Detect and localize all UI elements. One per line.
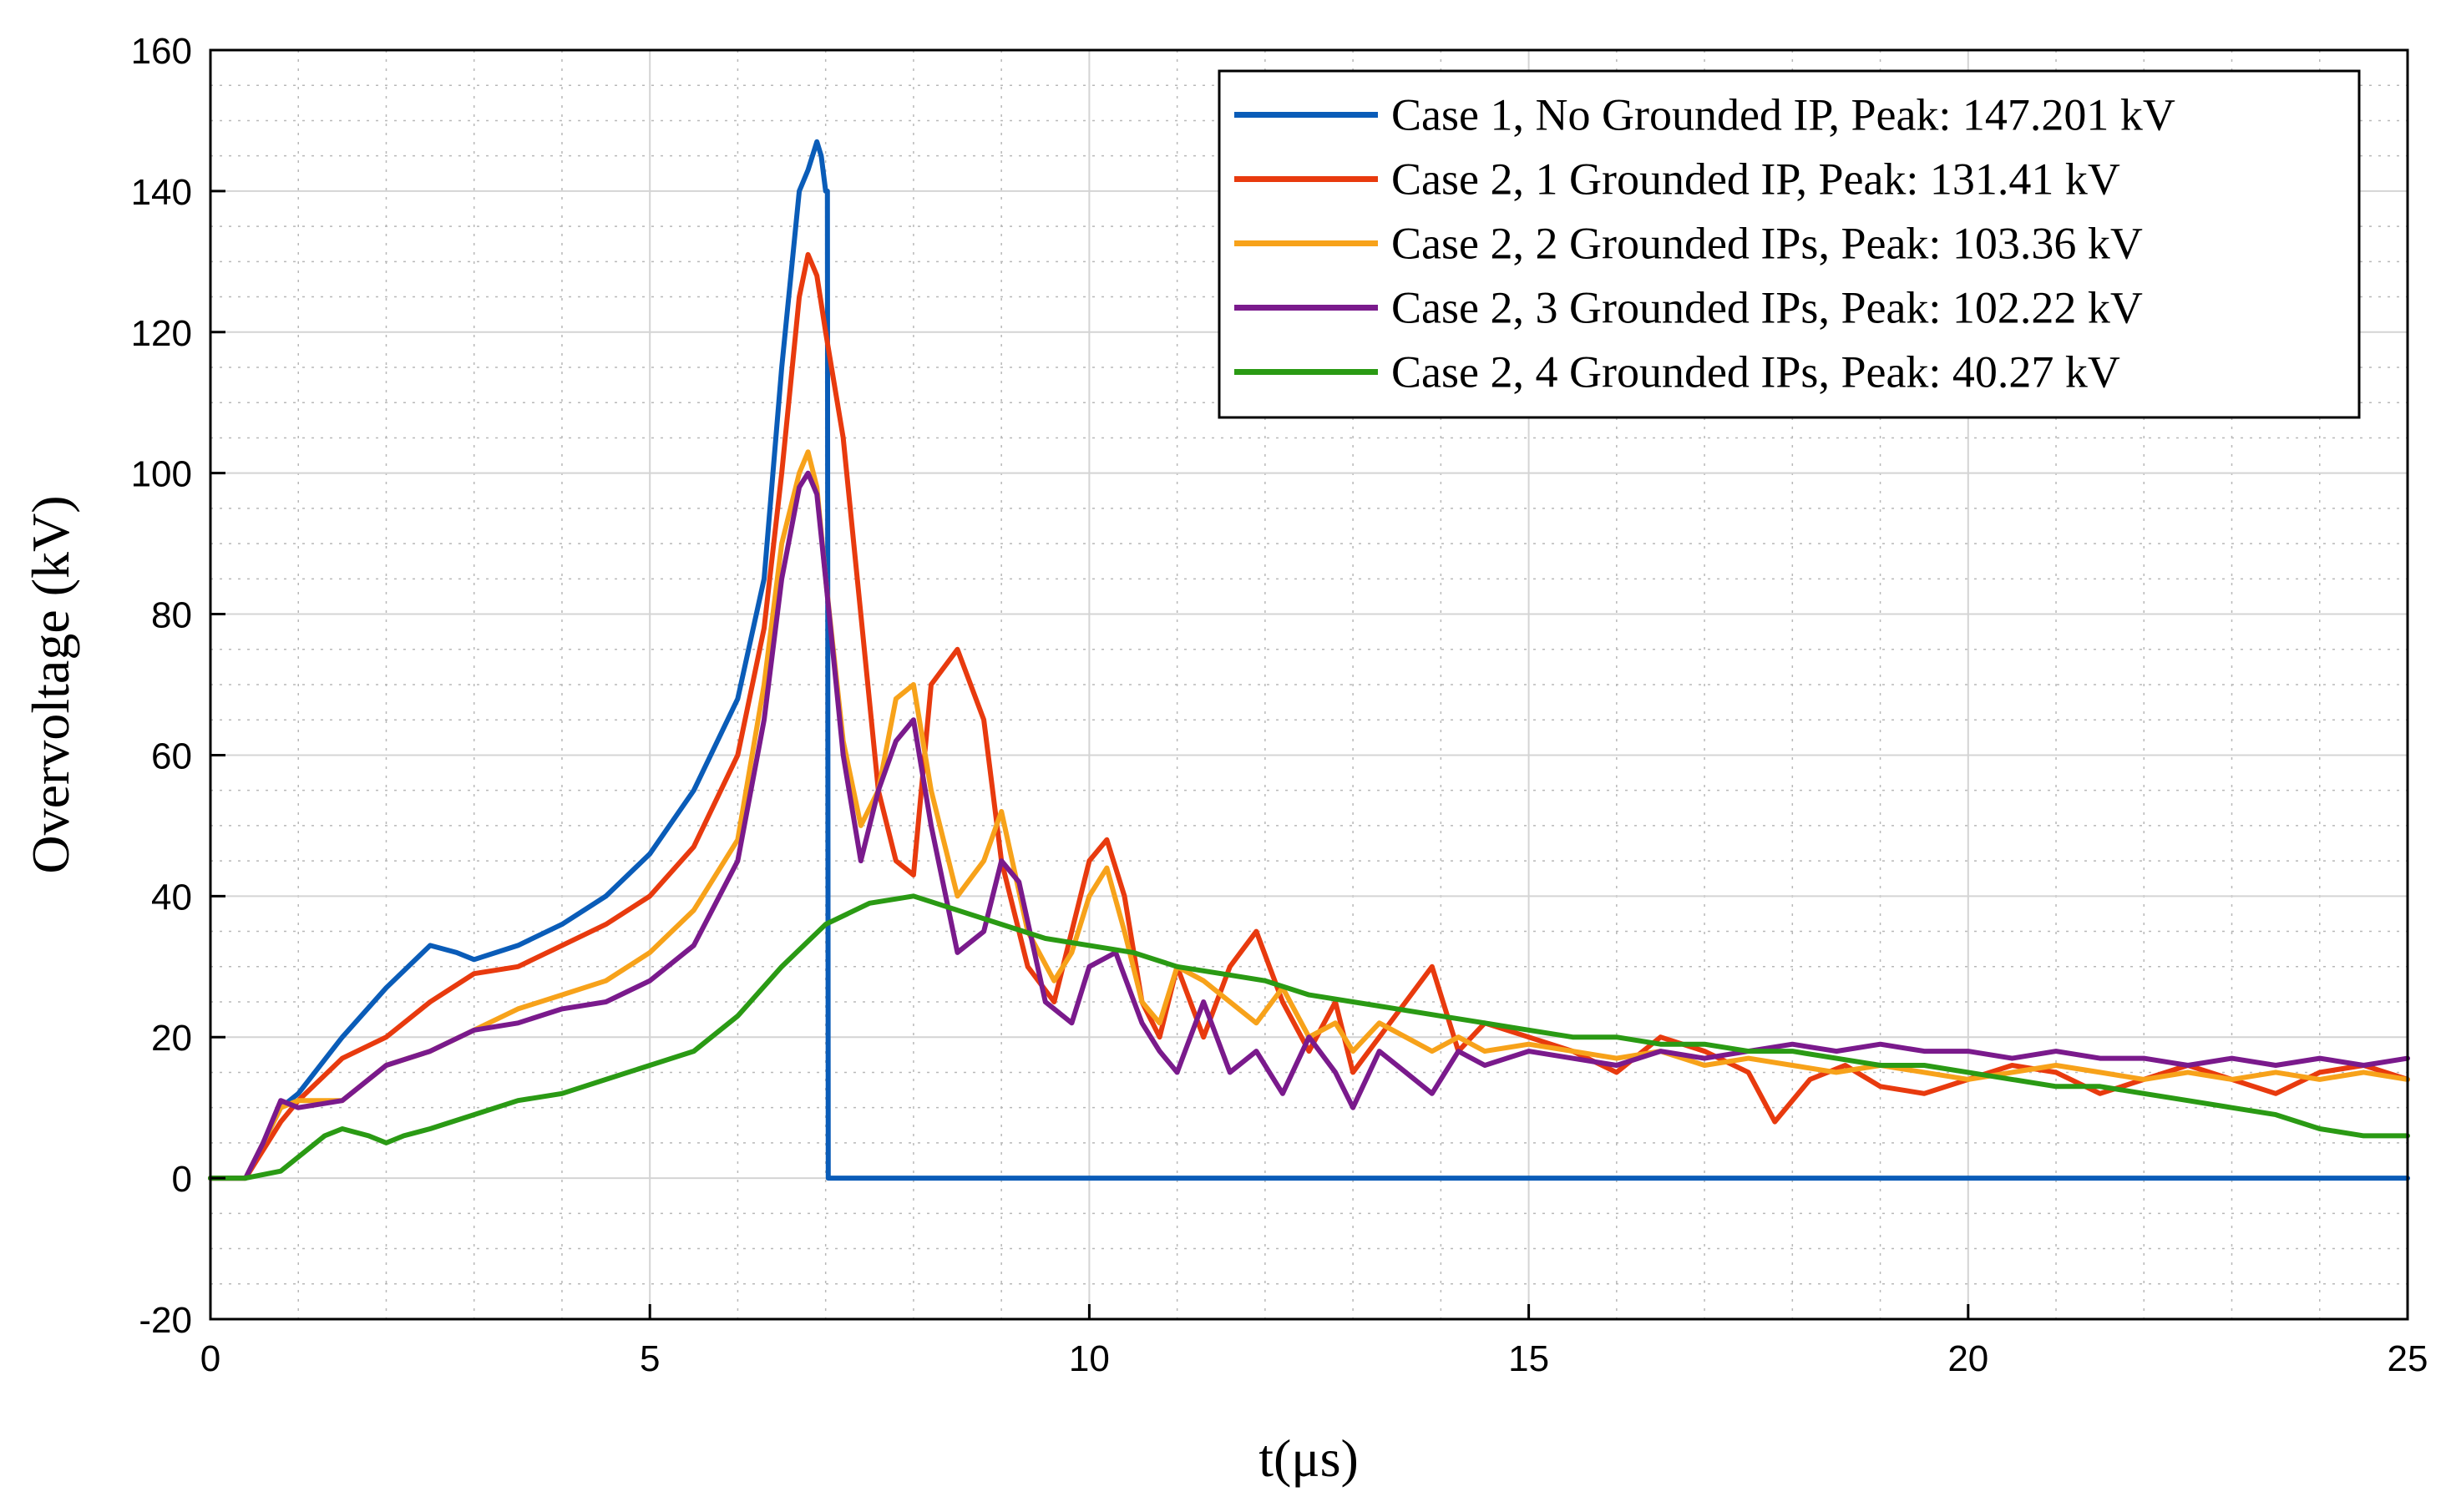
series-line-5 [208,893,2410,1181]
legend-box [1218,69,2361,419]
x-tick-label: 20 [1947,1338,1988,1379]
y-tick-label: 40 [151,877,192,918]
plot-frame [209,48,2409,1321]
y-tick-label: -20 [139,1300,192,1341]
y-tick-label: 20 [151,1018,192,1059]
series-line-4 [208,470,2410,1181]
y-tick-label: 0 [172,1159,192,1200]
y-tick-label: 100 [131,454,192,495]
y-axis-ticks: -20 0 20 40 60 80 100 120 140 160 [131,31,225,1341]
y-tick-label: 80 [151,595,192,636]
y-axis-title: Overvoltage (kV) [21,495,80,873]
x-axis-ticks: 0 5 10 15 20 25 [200,1304,2428,1379]
series-lines [208,139,2410,1181]
legend-label: Case 2, 4 Grounded IPs, Peak: 40.27 kV [1391,347,2120,397]
y-tick-label: 140 [131,172,192,213]
x-tick-label: 25 [2388,1338,2428,1379]
legend: Case 1, No Grounded IP, Peak: 147.201 kV… [1218,69,2361,419]
x-axis-title: t(μs) [1258,1429,1359,1488]
x-tick-label: 10 [1069,1338,1110,1379]
x-tick-label: 0 [200,1338,220,1379]
legend-label: Case 2, 1 Grounded IP, Peak: 131.41 kV [1391,154,2120,205]
legend-label: Case 2, 2 Grounded IPs, Peak: 103.36 kV [1391,219,2143,269]
legend-label: Case 2, 3 Grounded IPs, Peak: 102.22 kV [1391,283,2143,333]
y-tick-label: 160 [131,31,192,72]
y-tick-label: 60 [151,736,192,776]
series-line-1 [208,139,2410,1181]
y-tick-label: 120 [131,313,192,354]
x-tick-label: 15 [1508,1338,1549,1379]
legend-label: Case 1, No Grounded IP, Peak: 147.201 kV [1391,90,2175,140]
x-tick-label: 5 [640,1338,660,1379]
series-line-2 [208,251,2410,1181]
